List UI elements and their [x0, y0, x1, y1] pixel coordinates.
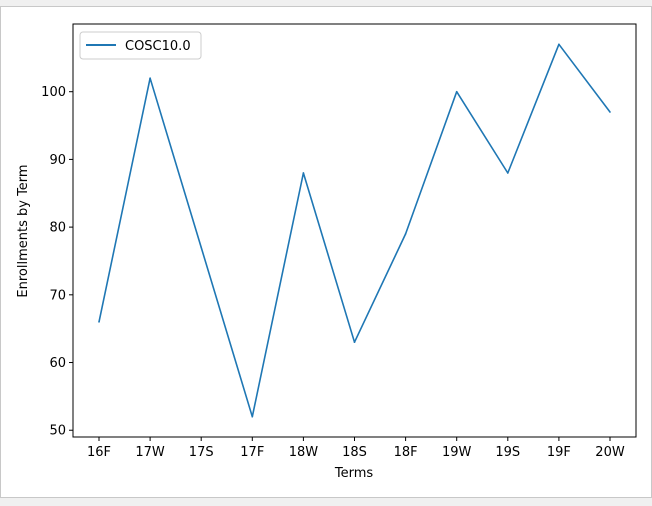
- x-tick-label: 19F: [547, 445, 571, 460]
- y-tick-label: 50: [49, 424, 66, 439]
- x-tick-label: 18F: [394, 445, 418, 460]
- data-point: [149, 77, 151, 79]
- data-point: [251, 415, 254, 418]
- data-point: [455, 90, 458, 93]
- data-point: [98, 321, 100, 323]
- legend-label: COSC10.0: [125, 39, 191, 54]
- x-axis-label: Terms: [334, 466, 374, 481]
- y-tick-label: 90: [49, 153, 66, 168]
- x-tick-label: 16F: [87, 445, 111, 460]
- data-point: [302, 172, 305, 174]
- y-axis-ticks: 50 60 70 80 90 100: [41, 85, 73, 439]
- data-point: [353, 341, 356, 344]
- x-tick-label: 19S: [495, 445, 520, 460]
- x-tick-label: 20W: [595, 445, 625, 460]
- x-tick-label: 17W: [135, 445, 165, 460]
- x-axis-ticks: 16F 17W 17S 17F 18W 18S 18F 19W 19S 19F 20W: [87, 437, 625, 460]
- x-tick-label: 17F: [240, 445, 264, 460]
- x-tick-label: 19W: [442, 445, 472, 460]
- x-tick-label: 17S: [189, 445, 214, 460]
- y-tick-label: 70: [49, 288, 66, 303]
- data-point: [507, 172, 509, 174]
- data-point: [200, 246, 202, 249]
- data-point: [558, 43, 560, 46]
- series-layer: [98, 43, 611, 418]
- y-axis-label: Enrollments by Term: [16, 164, 31, 297]
- legend: COSC10.0: [79, 31, 202, 60]
- window-bottom-edge: [0, 498, 652, 506]
- y-tick-label: 60: [49, 356, 66, 371]
- data-point: [609, 111, 611, 113]
- y-tick-label: 80: [49, 221, 66, 236]
- x-tick-label: 18W: [289, 445, 319, 460]
- plot-area: [72, 23, 637, 438]
- legend-box: [79, 31, 202, 60]
- x-tick-label: 18S: [342, 445, 367, 460]
- data-point: [404, 233, 407, 235]
- y-tick-label: 100: [41, 85, 66, 100]
